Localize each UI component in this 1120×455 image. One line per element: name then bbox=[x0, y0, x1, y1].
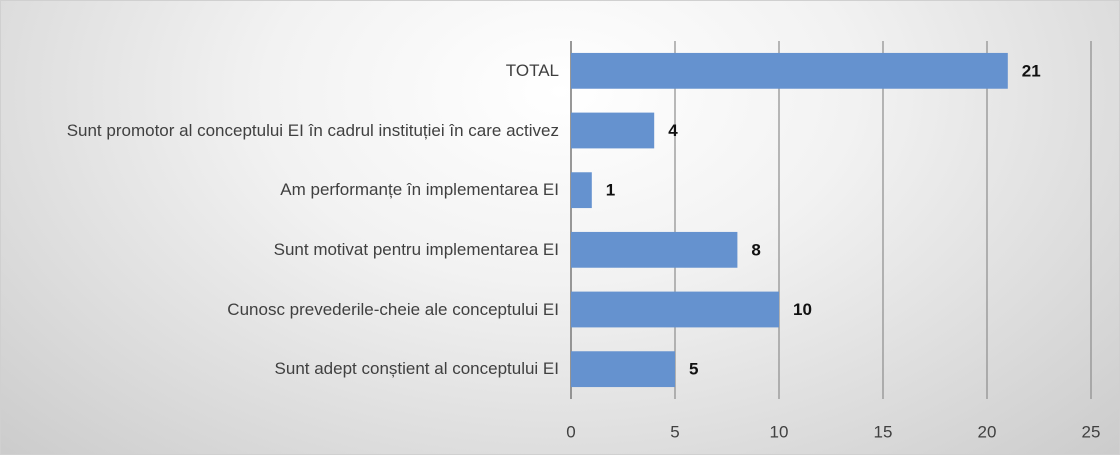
bar bbox=[571, 231, 738, 268]
y-tick-label-box: Sunt promotor al conceptului EI în cadru… bbox=[11, 118, 559, 144]
bar bbox=[571, 291, 779, 328]
data-label: 1 bbox=[606, 181, 615, 200]
y-tick-label-box: TOTAL bbox=[11, 58, 559, 84]
y-tick-label: Am performanțe în implementarea EI bbox=[280, 180, 559, 200]
data-label: 8 bbox=[751, 240, 760, 259]
y-tick-label-box: Am performanțe în implementarea EI bbox=[11, 177, 559, 203]
data-label: 21 bbox=[1022, 61, 1041, 80]
data-label: 4 bbox=[668, 121, 678, 140]
y-tick-label: TOTAL bbox=[505, 60, 559, 80]
x-tick-label: 15 bbox=[874, 422, 893, 441]
bar bbox=[571, 351, 675, 388]
x-tick-label: 20 bbox=[978, 422, 997, 441]
bar bbox=[571, 112, 655, 149]
y-tick-label-box: Sunt motivat pentru implementarea EI bbox=[11, 237, 559, 263]
y-tick-label: Sunt promotor al conceptului EI în cadru… bbox=[66, 120, 559, 140]
data-label: 10 bbox=[793, 300, 812, 319]
y-tick-label: Sunt motivat pentru implementarea EI bbox=[273, 239, 559, 259]
x-tick-label: 0 bbox=[566, 422, 575, 441]
bar bbox=[571, 172, 592, 209]
bar bbox=[571, 52, 1008, 89]
y-tick-label-box: Cunosc prevederile-cheie ale conceptului… bbox=[11, 297, 559, 323]
y-tick-label: Sunt adept conștient al conceptului EI bbox=[274, 359, 559, 379]
x-tick-label: 25 bbox=[1082, 422, 1101, 441]
data-label: 5 bbox=[689, 360, 698, 379]
x-tick-label: 5 bbox=[670, 422, 679, 441]
x-tick-label: 10 bbox=[770, 422, 789, 441]
y-tick-label: Cunosc prevederile-cheie ale conceptului… bbox=[227, 299, 559, 319]
y-tick-label-box: Sunt adept conștient al conceptului EI bbox=[11, 356, 559, 382]
